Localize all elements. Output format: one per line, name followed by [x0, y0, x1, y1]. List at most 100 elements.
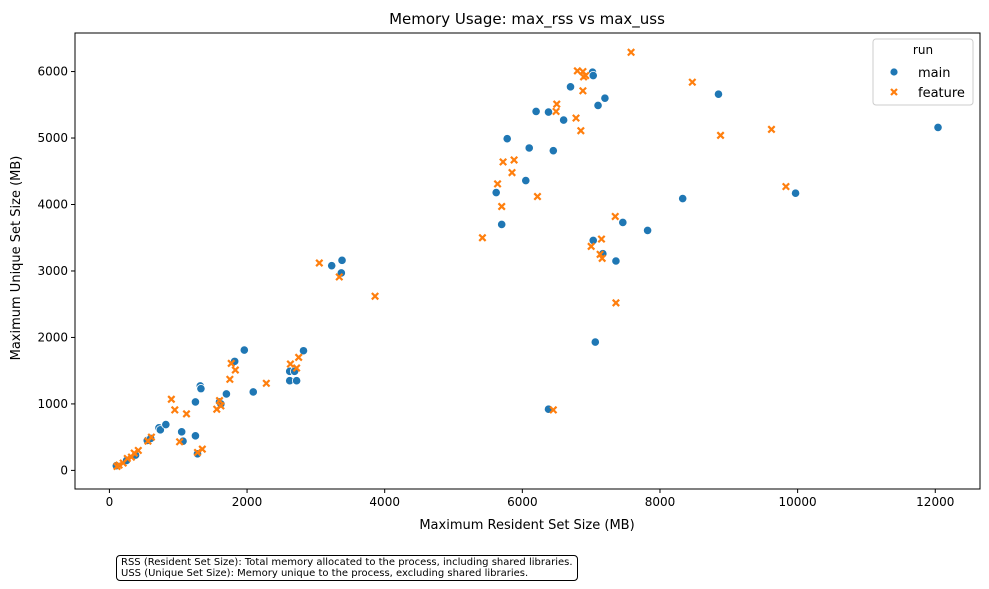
legend-label-feature: feature: [918, 86, 965, 101]
point-feature: [597, 235, 606, 244]
y-tick-label: 4000: [37, 197, 68, 211]
point-main: [588, 70, 598, 81]
point-feature: [549, 405, 558, 414]
point-main: [933, 122, 943, 132]
point-main: [678, 193, 688, 204]
point-main: [190, 397, 201, 407]
point-main: [565, 82, 576, 92]
point-feature: [596, 250, 605, 259]
point-feature: [497, 202, 506, 211]
point-feature: [581, 71, 590, 80]
point-main: [548, 146, 558, 156]
point-main: [248, 387, 258, 397]
legend-title: run: [913, 43, 933, 57]
point-main: [177, 427, 187, 437]
point-feature: [576, 126, 585, 135]
point-feature: [182, 409, 191, 418]
point-feature: [262, 379, 271, 388]
chart-title: Memory Usage: max_rss vs max_uss: [389, 10, 665, 29]
point-main: [611, 256, 621, 266]
point-feature: [147, 433, 156, 442]
point-feature: [478, 233, 487, 242]
footnote-rss: RSS (Resident Set Size): Total memory al…: [121, 557, 573, 568]
point-feature: [231, 366, 240, 374]
point-feature: [215, 396, 224, 405]
point-feature: [198, 445, 207, 454]
point-feature: [175, 437, 184, 446]
point-main: [642, 225, 653, 236]
point-main: [155, 425, 165, 435]
point-feature: [134, 446, 143, 455]
y-axis-label: Maximum Unique Set Size (MB): [9, 156, 24, 361]
point-feature: [767, 125, 776, 134]
point-main: [593, 100, 603, 111]
point-feature: [552, 100, 561, 109]
point-feature: [499, 157, 508, 166]
point-main: [298, 346, 309, 356]
footnote-box: RSS (Resident Set Size): Total memory al…: [116, 555, 578, 581]
point-main: [543, 107, 554, 117]
point-feature: [225, 375, 234, 384]
y-tick-label: 3000: [37, 264, 68, 278]
legend-frame: [872, 38, 974, 106]
series-feature: [113, 48, 790, 471]
point-main: [790, 188, 801, 198]
point-feature: [286, 360, 295, 369]
point-feature: [627, 48, 636, 57]
point-feature: [315, 259, 324, 267]
legend-marker-feature: [890, 88, 898, 96]
x-axis-label: Maximum Resident Set Size (MB): [419, 518, 634, 533]
point-main: [239, 345, 249, 355]
point-main: [521, 175, 531, 186]
series-main: [111, 67, 943, 471]
point-main: [531, 106, 541, 117]
point-feature: [371, 292, 380, 301]
point-feature: [716, 131, 725, 140]
y-tick-label: 6000: [37, 65, 68, 79]
point-feature: [335, 272, 344, 281]
point-feature: [227, 359, 236, 368]
point-main: [190, 431, 201, 441]
y-tick-label: 2000: [37, 330, 68, 344]
point-feature: [578, 86, 587, 95]
point-main: [502, 134, 512, 144]
point-main: [600, 93, 610, 103]
axes-frame: [74, 32, 981, 490]
point-feature: [167, 395, 176, 404]
point-main: [161, 419, 171, 430]
point-feature: [587, 242, 596, 251]
plot-area: 0 2000 4000 6000 8000 10000 12000 0 1000 2000 3000…: [37, 32, 981, 509]
point-main: [337, 255, 347, 265]
point-feature: [552, 107, 561, 116]
point-main: [491, 187, 501, 198]
point-feature: [572, 114, 580, 123]
point-main: [524, 143, 534, 153]
point-feature: [115, 461, 124, 470]
point-feature: [508, 168, 516, 177]
point-main: [327, 261, 337, 271]
point-feature: [533, 192, 542, 201]
point-main: [559, 115, 569, 125]
point-main: [497, 219, 507, 230]
point-feature: [611, 298, 620, 307]
y-tick-label: 5000: [37, 131, 68, 145]
point-feature: [510, 155, 519, 164]
footnote-uss: USS (Unique Set Size): Memory unique to …: [121, 568, 529, 579]
point-main: [196, 384, 206, 394]
point-main: [292, 376, 302, 386]
y-tick-label: 1000: [37, 397, 68, 411]
x-tick-label: 6000: [507, 495, 538, 509]
x-tick-label: 8000: [645, 495, 676, 509]
x-tick-label: 4000: [369, 495, 400, 509]
point-main: [618, 217, 628, 228]
y-tick-label: 0: [60, 463, 68, 477]
point-feature: [216, 401, 225, 410]
point-main: [713, 89, 724, 99]
point-main: [336, 268, 346, 278]
point-feature: [493, 179, 502, 188]
point-feature: [292, 364, 301, 372]
point-feature: [598, 254, 607, 263]
point-feature: [611, 212, 620, 221]
legend: run main feature: [872, 38, 974, 106]
